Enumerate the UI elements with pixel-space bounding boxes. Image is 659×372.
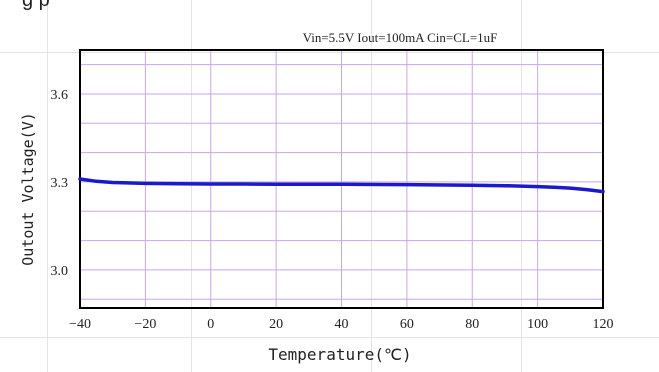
chart-title: Vin=5.5V Iout=100mA Cin=CL=1uF bbox=[303, 30, 498, 45]
y-axis-label: Outout Voltage(V) bbox=[19, 112, 37, 266]
background-grid-line bbox=[0, 52, 659, 53]
x-tick-label: 20 bbox=[269, 317, 283, 332]
x-tick-label: 80 bbox=[465, 317, 479, 332]
caption-fragment: g p bbox=[22, 0, 50, 11]
x-tick-label: 60 bbox=[400, 317, 414, 332]
x-tick-label: 100 bbox=[527, 317, 548, 332]
background-grid-line bbox=[0, 337, 659, 338]
x-tick-label: −20 bbox=[134, 317, 156, 332]
x-tick-label: 120 bbox=[593, 317, 614, 332]
y-tick-label: 3.6 bbox=[51, 88, 69, 103]
series-line bbox=[78, 177, 605, 194]
x-tick-label: 0 bbox=[207, 317, 214, 332]
x-tick-label: −40 bbox=[69, 317, 91, 332]
background-grid-line bbox=[47, 0, 48, 372]
x-tick-label: 40 bbox=[335, 317, 349, 332]
background-grid-line bbox=[191, 0, 192, 372]
y-tick-label: 3.3 bbox=[51, 176, 69, 191]
y-tick-label: 3.0 bbox=[51, 264, 69, 279]
x-axis-label: Temperature(℃) bbox=[268, 345, 411, 364]
